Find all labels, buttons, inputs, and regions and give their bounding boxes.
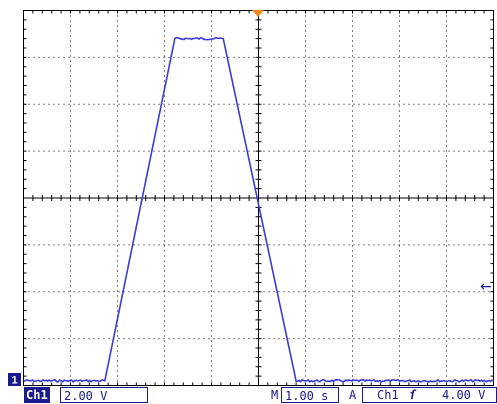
trigger-position-marker[interactable] — [252, 10, 264, 17]
trigger-level: 4.00 V — [442, 388, 486, 402]
ch1-ground-marker-label: 1 — [11, 375, 17, 387]
status-bar: Ch1 2.00 V M 1.00 s A Ch1 ſ 4.00 V — [0, 386, 497, 404]
channel-label[interactable]: Ch1 — [24, 387, 50, 403]
acquire-mode-label: A — [349, 388, 357, 402]
horizontal-scale-readout: 1.00 s — [281, 387, 339, 403]
horizontal-mode-label: M — [271, 388, 279, 402]
graticule-center-ticks — [23, 10, 494, 386]
trigger-level-arrow[interactable]: ← — [480, 279, 492, 295]
ch1-waveform-trace — [23, 36, 494, 383]
ch1-ground-marker[interactable]: 1 — [8, 373, 21, 387]
trigger-source: Ch1 — [377, 388, 399, 402]
channel-scale-readout: 2.00 V — [60, 387, 148, 403]
trigger-slope-icon: ſ — [409, 388, 417, 402]
